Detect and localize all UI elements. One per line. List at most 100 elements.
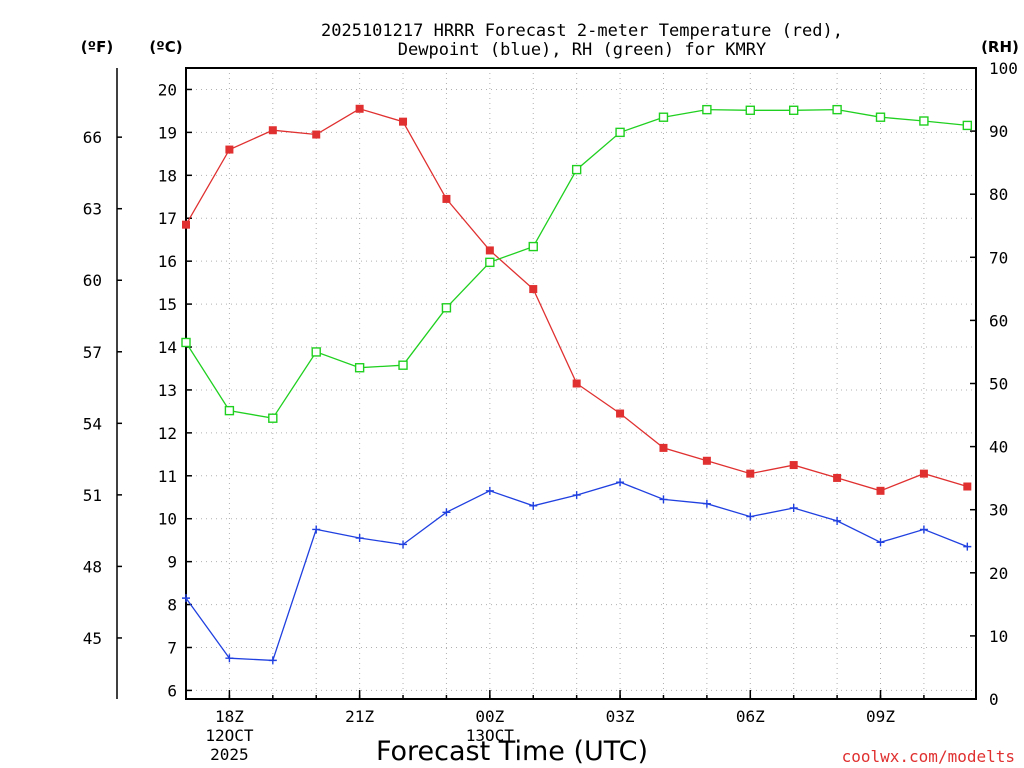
x-axis-title: Forecast Time (UTC) bbox=[376, 736, 648, 767]
rh-point bbox=[311, 347, 321, 357]
rh-point bbox=[571, 164, 582, 175]
dewpoint-point bbox=[442, 508, 451, 517]
celsius-tick-label: 9 bbox=[167, 553, 177, 572]
rh-point bbox=[875, 112, 886, 122]
x-tick-label: 21Z bbox=[345, 707, 374, 726]
temperature-point bbox=[616, 409, 625, 418]
credit-text: coolwx.com/modelts bbox=[842, 747, 1015, 766]
rh-tick-label: 100 bbox=[989, 59, 1018, 78]
celsius-tick-label: 18 bbox=[158, 166, 177, 185]
celsius-tick-label: 14 bbox=[158, 338, 177, 357]
fahrenheit-tick-label: 45 bbox=[83, 629, 102, 648]
rh-point bbox=[745, 105, 755, 115]
rh-axis-label: (RH) bbox=[981, 38, 1019, 56]
temperature-point bbox=[963, 482, 972, 491]
celsius-tick-label: 6 bbox=[167, 681, 177, 700]
temperature-point bbox=[789, 461, 798, 470]
x-tick-label: 00Z bbox=[475, 707, 504, 726]
dewpoint-point bbox=[659, 495, 668, 504]
axes bbox=[116, 67, 977, 700]
celsius-tick-label: 8 bbox=[167, 596, 177, 615]
rh-tick-label: 30 bbox=[989, 501, 1008, 520]
celsius-tick-label: 17 bbox=[158, 209, 177, 228]
fahrenheit-tick-label: 57 bbox=[83, 343, 102, 362]
fahrenheit-tick-label: 51 bbox=[83, 486, 102, 505]
celsius-tick-label: 19 bbox=[158, 123, 177, 142]
temperature-point bbox=[442, 194, 451, 203]
temperature-point bbox=[572, 379, 581, 388]
dewpoint-point bbox=[225, 654, 234, 663]
rh-tick-label: 20 bbox=[989, 564, 1008, 583]
rh-tick-label: 80 bbox=[989, 185, 1008, 204]
data-series bbox=[181, 104, 973, 665]
fahrenheit-axis-label: (ºF) bbox=[81, 38, 113, 56]
rh-point bbox=[528, 241, 538, 252]
rh-point bbox=[788, 105, 799, 115]
dewpoint-point bbox=[355, 534, 364, 543]
fahrenheit-tick-label: 48 bbox=[83, 557, 102, 576]
x-tick-date-label: 12OCT bbox=[205, 726, 254, 745]
celsius-tick-label: 11 bbox=[158, 467, 177, 486]
dewpoint-point bbox=[268, 656, 277, 665]
dewpoint-point bbox=[919, 525, 928, 534]
fahrenheit-tick-label: 54 bbox=[83, 414, 102, 433]
temperature-series bbox=[182, 104, 972, 495]
temperature-point bbox=[833, 473, 842, 482]
celsius-tick-label: 7 bbox=[167, 638, 177, 657]
rh-point bbox=[441, 303, 452, 313]
dewpoint-point bbox=[616, 478, 625, 487]
dewpoint-point bbox=[572, 491, 581, 500]
dewpoint-point bbox=[833, 516, 842, 525]
rh-point bbox=[962, 120, 973, 131]
chart-title-line2: Dewpoint (blue), RH (green) for KMRY bbox=[398, 40, 766, 60]
rh-point bbox=[485, 257, 495, 268]
temperature-point bbox=[225, 145, 234, 154]
chart-title-line1: 2025101217 HRRR Forecast 2-meter Tempera… bbox=[321, 21, 843, 41]
fahrenheit-tick-label: 66 bbox=[83, 128, 102, 147]
celsius-axis-label: (ºC) bbox=[149, 38, 182, 56]
dewpoint-point bbox=[182, 594, 190, 603]
temperature-point bbox=[182, 220, 190, 229]
dewpoint-point bbox=[312, 525, 321, 534]
tick-labels: 6 7 8 9 10 11 12 13 14 15 16 17 18 19 20 45 48 51 54 57 60 63… bbox=[83, 59, 1018, 764]
x-tick-label: 18Z bbox=[215, 707, 244, 726]
temperature-point bbox=[529, 285, 538, 294]
rh-tick-label: 40 bbox=[989, 438, 1008, 457]
rh-tick-label: 50 bbox=[989, 375, 1008, 394]
rh-point bbox=[919, 116, 929, 126]
celsius-tick-label: 10 bbox=[158, 510, 177, 529]
celsius-tick-label: 16 bbox=[158, 252, 177, 271]
x-tick-label: 09Z bbox=[866, 707, 895, 726]
dewpoint-point bbox=[789, 503, 798, 512]
celsius-tick-label: 12 bbox=[158, 424, 177, 443]
fahrenheit-tick-label: 60 bbox=[83, 271, 102, 290]
fahrenheit-tick-label: 63 bbox=[83, 200, 102, 219]
rh-point bbox=[702, 104, 712, 115]
rh-tick-label: 70 bbox=[989, 248, 1008, 267]
x-tick-year-label: 2025 bbox=[210, 745, 249, 764]
temperature-point bbox=[399, 117, 408, 126]
rh-point bbox=[181, 337, 191, 348]
dewpoint-series bbox=[182, 478, 972, 665]
dewpoint-point bbox=[529, 501, 538, 510]
rh-point bbox=[615, 127, 625, 138]
celsius-tick-label: 15 bbox=[158, 295, 177, 314]
temperature-point bbox=[268, 126, 277, 135]
rh-series bbox=[181, 104, 973, 423]
temperature-point bbox=[312, 130, 321, 139]
temperature-point bbox=[746, 469, 755, 478]
rh-point bbox=[398, 360, 408, 370]
temperature-point bbox=[659, 443, 668, 452]
rh-point bbox=[268, 413, 278, 423]
rh-tick-label: 60 bbox=[989, 311, 1008, 330]
rh-point bbox=[354, 363, 365, 373]
dewpoint-point bbox=[399, 540, 408, 549]
temperature-point bbox=[355, 104, 364, 113]
rh-tick-label: 90 bbox=[989, 122, 1008, 141]
dewpoint-point bbox=[702, 499, 711, 508]
temperature-point bbox=[919, 469, 928, 478]
x-tick-label: 03Z bbox=[606, 707, 635, 726]
grid-lines bbox=[186, 68, 976, 699]
celsius-tick-label: 20 bbox=[158, 80, 177, 99]
x-tick-date-label: 13OCT bbox=[466, 726, 515, 745]
